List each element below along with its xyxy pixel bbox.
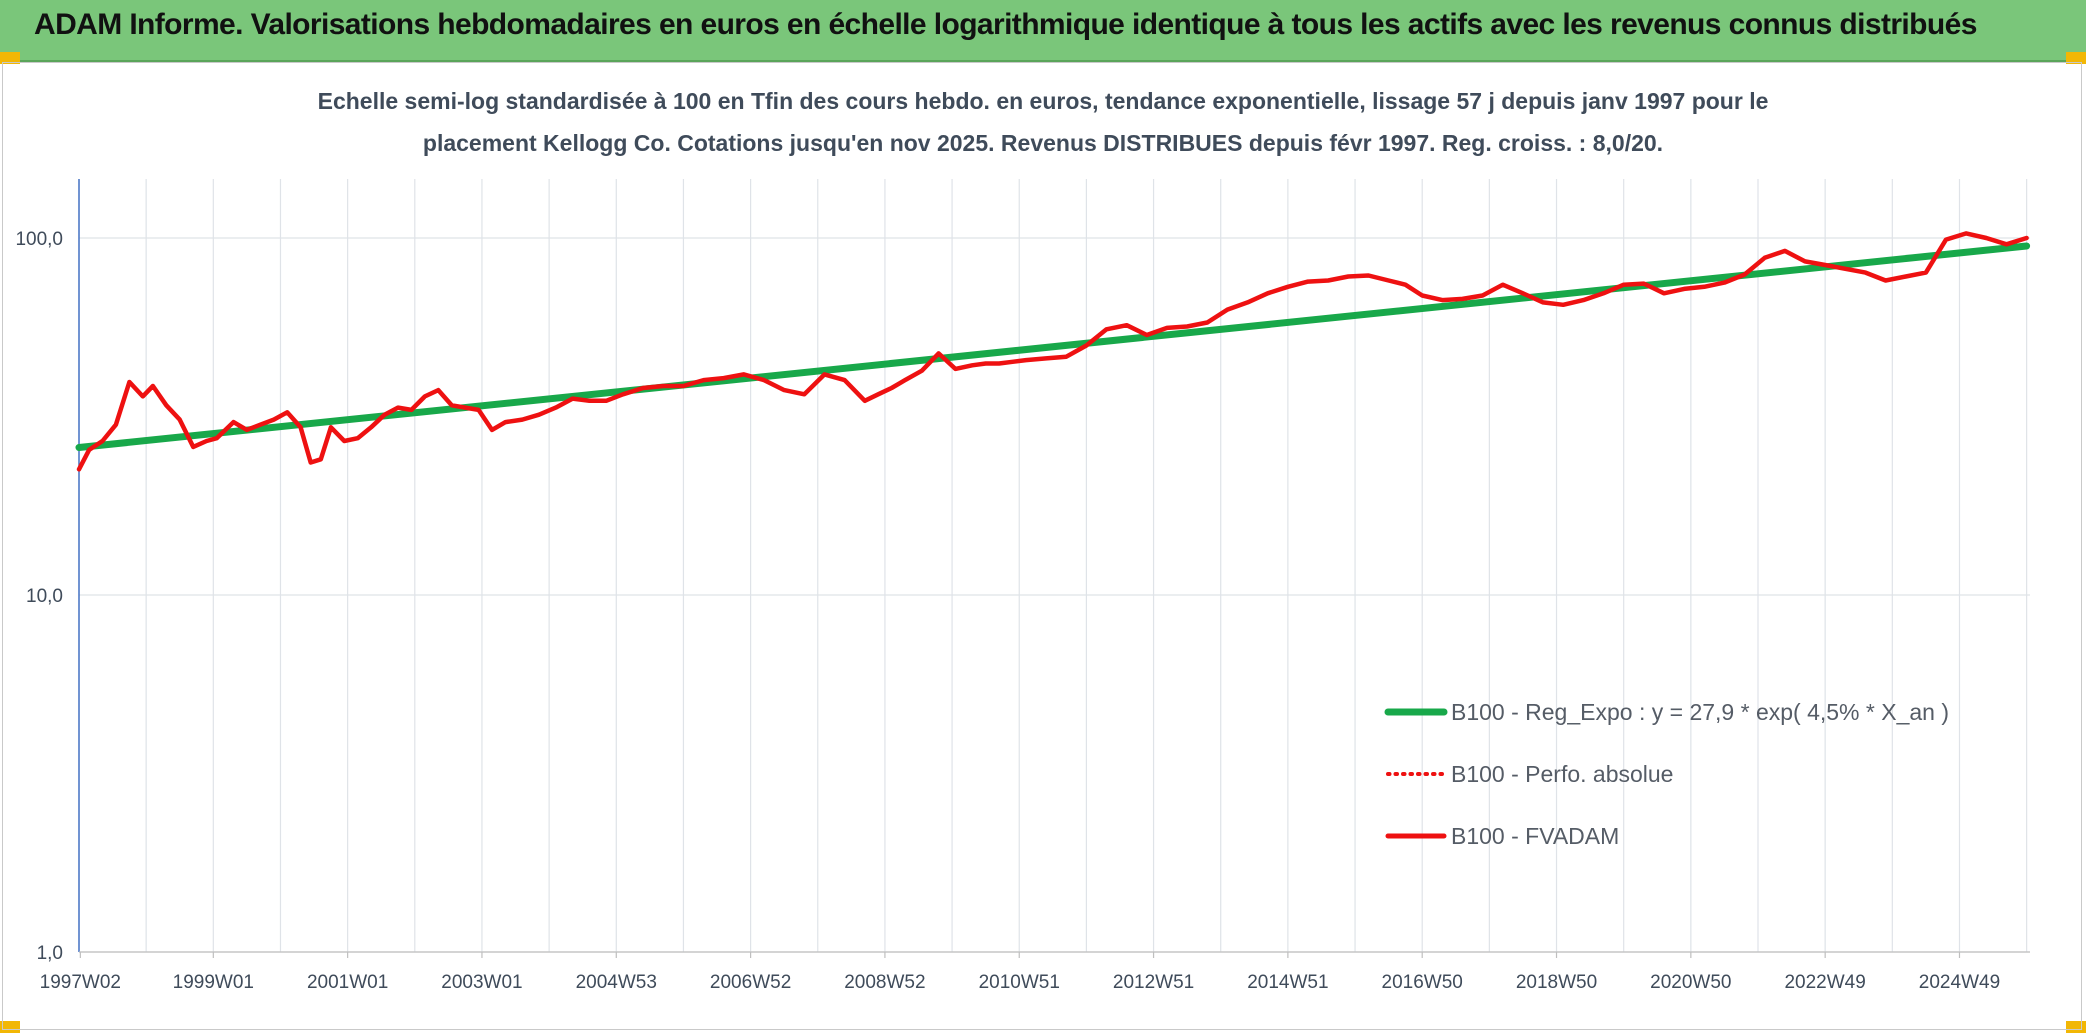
chart-title-line-2: placement Kellogg Co. Cotations jusqu'en…	[423, 130, 1663, 156]
legend-item-fvadam-label: B100 - FVADAM	[1451, 823, 1619, 849]
header-bar: ADAM Informe. Valorisations hebdomadaire…	[0, 0, 2086, 62]
x-tick-label: 2001W01	[307, 972, 388, 993]
x-tick-label: 2024W49	[1919, 972, 2000, 993]
y-tick-label: 10,0	[26, 586, 63, 607]
chart-title: Echelle semi-log standardisée à 100 en T…	[318, 88, 1769, 156]
legend-item-regression-label: B100 - Reg_Expo : y = 27,9 * exp( 4,5% *…	[1451, 699, 1949, 725]
y-axis: 1,0 10,0 100,0	[15, 179, 80, 964]
chart-area: Echelle semi-log standardisée à 100 en T…	[15, 88, 2031, 993]
series-regression-line	[75, 242, 2031, 451]
corner-marker-top-right	[2066, 52, 2086, 64]
x-tick-label: 2022W49	[1784, 972, 1865, 993]
x-tick-label: 2006W52	[710, 972, 791, 993]
x-tick-label: 2003W01	[441, 972, 522, 993]
x-tick-label: 2020W50	[1650, 972, 1731, 993]
x-tick-label: 2018W50	[1516, 972, 1597, 993]
series-lines	[75, 231, 2031, 472]
y-tick-label: 100,0	[15, 229, 63, 250]
x-tick-label: 2004W53	[576, 972, 657, 993]
legend: B100 - Reg_Expo : y = 27,9 * exp( 4,5% *…	[1384, 699, 1949, 849]
x-tick-label: 2012W51	[1113, 972, 1194, 993]
x-axis: 1997W02 1999W01 2001W01 2003W01 2004W53 2006W…	[40, 951, 2030, 993]
report-title: ADAM Informe. Valorisations hebdomadaire…	[34, 8, 1977, 41]
series-fvadam-line	[76, 231, 2029, 472]
x-tick-label: 2010W51	[979, 972, 1060, 993]
x-tick-label: 1999W01	[173, 972, 254, 993]
y-tick-label: 1,0	[37, 943, 63, 964]
legend-item-perf-absolue-label: B100 - Perfo. absolue	[1451, 761, 1673, 787]
x-tick-label: 2008W52	[844, 972, 925, 993]
chart-frame: Echelle semi-log standardisée à 100 en T…	[2, 62, 2082, 1030]
corner-marker-top-left	[0, 52, 20, 64]
x-tick-label: 2016W50	[1382, 972, 1463, 993]
corner-marker-bottom-left	[0, 1021, 20, 1033]
x-tick-label: 1997W02	[40, 972, 121, 993]
chart-title-line-1: Echelle semi-log standardisée à 100 en T…	[318, 88, 1769, 114]
x-tick-label: 2014W51	[1247, 972, 1328, 993]
grid	[78, 179, 2030, 953]
